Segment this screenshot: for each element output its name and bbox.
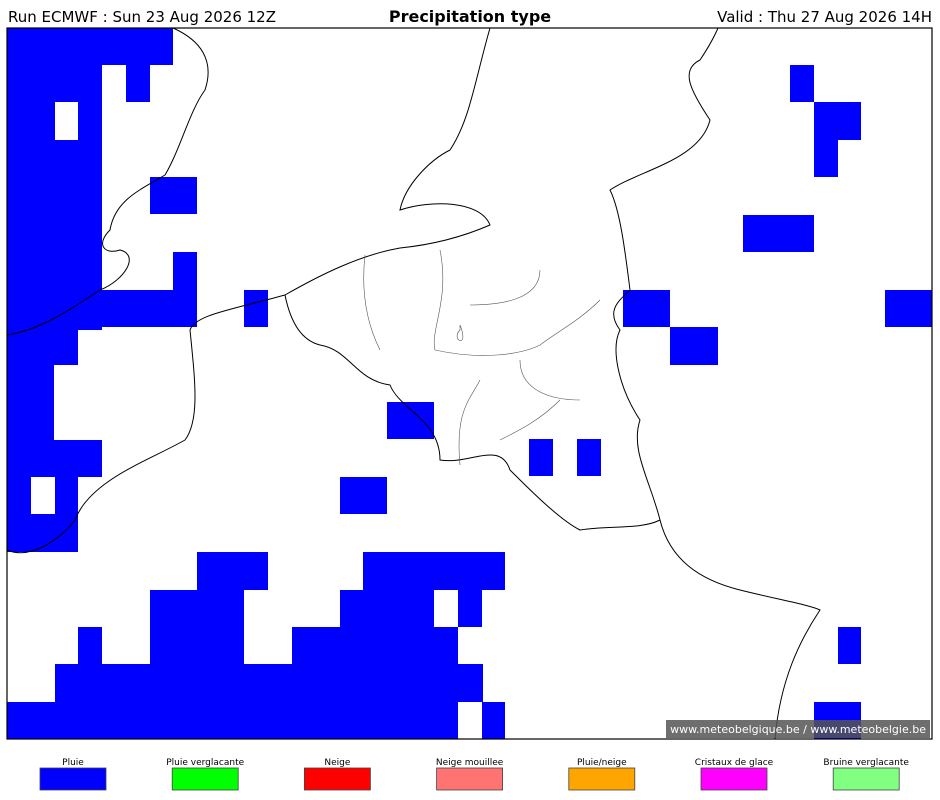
rain-cell — [838, 627, 861, 664]
rain-cell — [7, 440, 102, 477]
rain-cell — [340, 477, 387, 514]
dry-cell — [31, 477, 55, 514]
rain-cell — [197, 552, 268, 590]
precip-cells — [7, 28, 932, 739]
coastline-fr — [6, 27, 491, 554]
border-fr-de — [659, 519, 821, 740]
border-be — [284, 289, 661, 531]
rain-cell — [363, 552, 505, 590]
rain-cell — [7, 65, 102, 330]
rain-cell — [670, 327, 718, 365]
rain-cell — [7, 702, 458, 739]
rain-cell — [55, 664, 483, 702]
dry-cell — [55, 102, 78, 140]
legend: Pluie Pluie verglacante Neige Neige mouille… — [39, 758, 909, 791]
rain-cell — [150, 177, 197, 214]
regions — [363, 249, 601, 466]
rain-cell — [623, 290, 670, 327]
rain-cell — [7, 327, 78, 365]
credit-bg — [666, 720, 930, 738]
map-frame — [6, 27, 933, 740]
legend-label: Neige mouillee — [436, 758, 504, 768]
rain-cell — [458, 590, 482, 627]
coastline-uk — [6, 27, 209, 336]
border-de — [609, 27, 719, 291]
rain-cell — [7, 28, 173, 65]
legend-label: Pluie verglacante — [166, 758, 244, 768]
rain-cell — [340, 590, 434, 627]
borders — [6, 27, 821, 740]
rain-cell — [529, 439, 553, 476]
rain-cell — [790, 65, 814, 102]
legend-swatch — [832, 767, 900, 791]
rain-cell — [126, 65, 150, 102]
legend-label: Bruine verglacante — [823, 758, 909, 768]
legend-swatch — [700, 767, 768, 791]
rain-cell — [743, 215, 814, 252]
rain-cell — [814, 140, 838, 177]
legend-swatch — [568, 767, 636, 791]
rain-cell — [173, 252, 197, 327]
rain-cell — [577, 439, 601, 476]
rain-cell — [387, 402, 434, 439]
legend-label: Cristaux de glace — [695, 758, 774, 768]
legend-label: Neige — [324, 758, 350, 768]
valid-label: Valid : Thu 27 Aug 2026 14H — [717, 8, 932, 26]
rain-cell — [292, 627, 458, 664]
rain-cell — [150, 590, 244, 665]
rain-cell — [7, 365, 54, 440]
rain-cell — [78, 627, 102, 665]
legend-label: Pluie/neige — [577, 758, 627, 768]
legend-swatch — [171, 767, 239, 791]
rain-cell — [482, 702, 505, 739]
legend-swatch — [39, 767, 107, 791]
run-label: Run ECMWF : Sun 23 Aug 2026 12Z — [8, 8, 276, 26]
rain-cell — [244, 290, 268, 327]
map-title: Precipitation type — [389, 7, 551, 26]
legend-swatch — [436, 767, 504, 791]
rain-cell — [885, 290, 932, 327]
legend-label: Pluie — [62, 758, 84, 768]
credit: © www.meteobelgique.be / www.meteobelgie… — [656, 723, 927, 736]
rain-cell — [814, 102, 861, 140]
legend-swatch — [303, 767, 371, 791]
